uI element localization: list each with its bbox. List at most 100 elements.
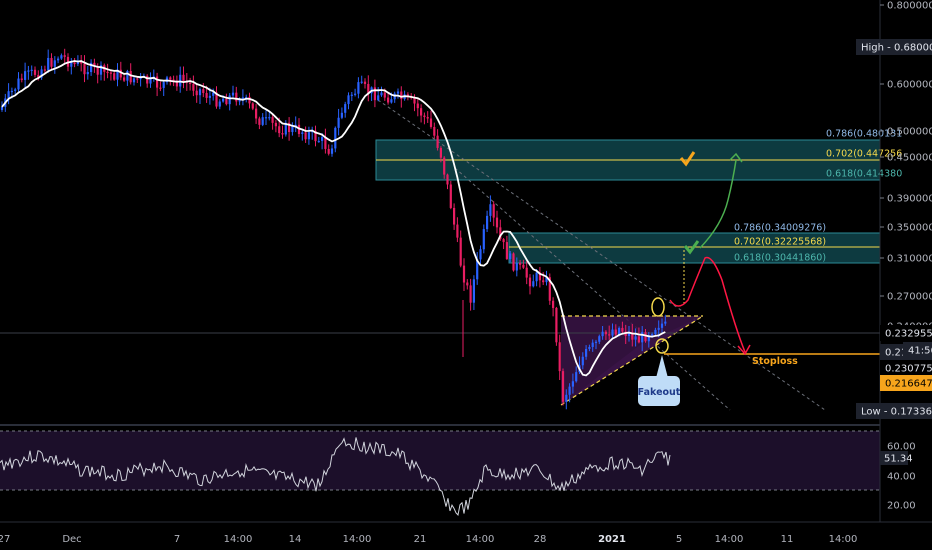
rsi-tick-label: 20.00 — [887, 501, 916, 512]
candle-body — [235, 92, 238, 102]
candle-body — [73, 62, 76, 65]
candle-body — [535, 272, 538, 282]
candle-body — [57, 58, 60, 61]
candle-body — [604, 331, 607, 335]
candle-body — [60, 55, 63, 59]
candle-body — [169, 77, 172, 80]
candle-body — [433, 126, 436, 136]
candle-body — [575, 372, 578, 382]
check-icon-upper — [679, 151, 696, 167]
candle-body — [255, 108, 258, 119]
rsi-current-label: 51.34 — [884, 454, 913, 465]
candle-body — [594, 341, 598, 343]
candle-body — [522, 264, 525, 268]
candle-body — [555, 307, 558, 343]
candle-body — [416, 103, 419, 109]
candle-body — [27, 70, 30, 72]
candle-body — [162, 82, 165, 88]
candle-body — [90, 62, 93, 73]
candle-body — [472, 279, 475, 303]
candle-body — [327, 148, 330, 154]
high-label: High - 0.68000000 — [861, 43, 932, 54]
candle-body — [225, 98, 228, 105]
candle-body — [363, 81, 367, 84]
price-tag-current-bg — [880, 325, 932, 341]
time-tick-label: 5 — [676, 534, 682, 545]
candle-body — [462, 265, 466, 283]
candle-body — [347, 95, 350, 105]
candle-body — [132, 78, 136, 83]
moving-average-line — [1, 60, 666, 377]
candle-body — [37, 74, 40, 78]
candle-body — [192, 83, 195, 91]
fakeout-callout: Fakeout — [638, 355, 681, 406]
candle-body — [278, 126, 281, 134]
rsi-pane[interactable] — [0, 430, 880, 516]
candle-body — [489, 204, 492, 216]
price-pane[interactable]: Fakeout Stoploss 0.786(0.480131 0.702(0.4… — [0, 48, 902, 411]
price-tick-label: 0.80000000 — [887, 1, 932, 12]
candle-body — [80, 62, 83, 64]
candle-body — [24, 71, 27, 80]
breakout-circle — [651, 297, 665, 317]
candle-body — [647, 335, 650, 342]
candle-body — [284, 122, 287, 135]
candle-body — [509, 253, 512, 259]
candle-body — [119, 69, 122, 78]
candle-body — [321, 137, 324, 141]
candle-body — [304, 132, 307, 140]
candle-body — [136, 78, 139, 80]
low-label: Low - 0.17336730 — [861, 407, 932, 418]
candle-body — [146, 75, 149, 84]
candle-body — [505, 242, 508, 259]
candle-body — [548, 277, 551, 301]
price-axis[interactable]: 0.800000000.700000000.600000000.50000000… — [856, 0, 932, 522]
candle-body — [459, 237, 462, 266]
candle-body — [495, 217, 499, 228]
candle-body — [14, 89, 17, 91]
candle-body — [241, 97, 244, 100]
candle-body — [261, 117, 264, 125]
candle-body — [660, 323, 664, 328]
candle-body — [7, 91, 10, 99]
candle-body — [631, 332, 634, 340]
candle-body — [291, 126, 294, 133]
time-tick-label: 21 — [414, 534, 427, 545]
candle-body — [456, 224, 459, 238]
candle-body — [317, 140, 320, 143]
candle-body — [218, 101, 221, 107]
candle-body — [17, 78, 20, 90]
candle-body — [644, 332, 647, 342]
candle-body — [634, 336, 637, 340]
projection-paths — [669, 152, 751, 356]
candle-body — [601, 331, 604, 337]
candle-body — [294, 124, 297, 127]
candle-body — [390, 99, 393, 103]
candle-body — [436, 135, 439, 148]
candle-body — [159, 87, 162, 89]
candle-body — [222, 98, 225, 102]
candle-body — [558, 342, 561, 372]
candle-body — [324, 137, 327, 149]
rsi-tick-label: 40.00 — [887, 472, 916, 483]
time-tick-label: 2021 — [598, 534, 626, 545]
candle-body — [446, 174, 449, 185]
candle-body — [627, 332, 631, 337]
price-tick-label: 0.60000000 — [887, 80, 932, 91]
fib-zone-upper — [375, 139, 881, 181]
candle-body — [561, 371, 565, 402]
candle-body — [654, 329, 657, 335]
candle-body — [109, 72, 112, 74]
price-tag-ma: 0.23077539 — [885, 364, 932, 375]
candle-body — [330, 148, 334, 154]
candle-body — [486, 215, 489, 230]
candle-body — [96, 66, 99, 75]
candle-body — [528, 277, 532, 287]
candle-body — [251, 103, 254, 109]
candle-body — [396, 91, 400, 94]
stoploss-label: Stoploss — [752, 356, 798, 367]
time-axis[interactable]: 27 Dec 7 14:00 14 14:00 21 14:00 28 2021 5 14:00 11 1… — [0, 521, 932, 545]
candle-body — [40, 69, 43, 78]
candle-body — [76, 62, 79, 65]
